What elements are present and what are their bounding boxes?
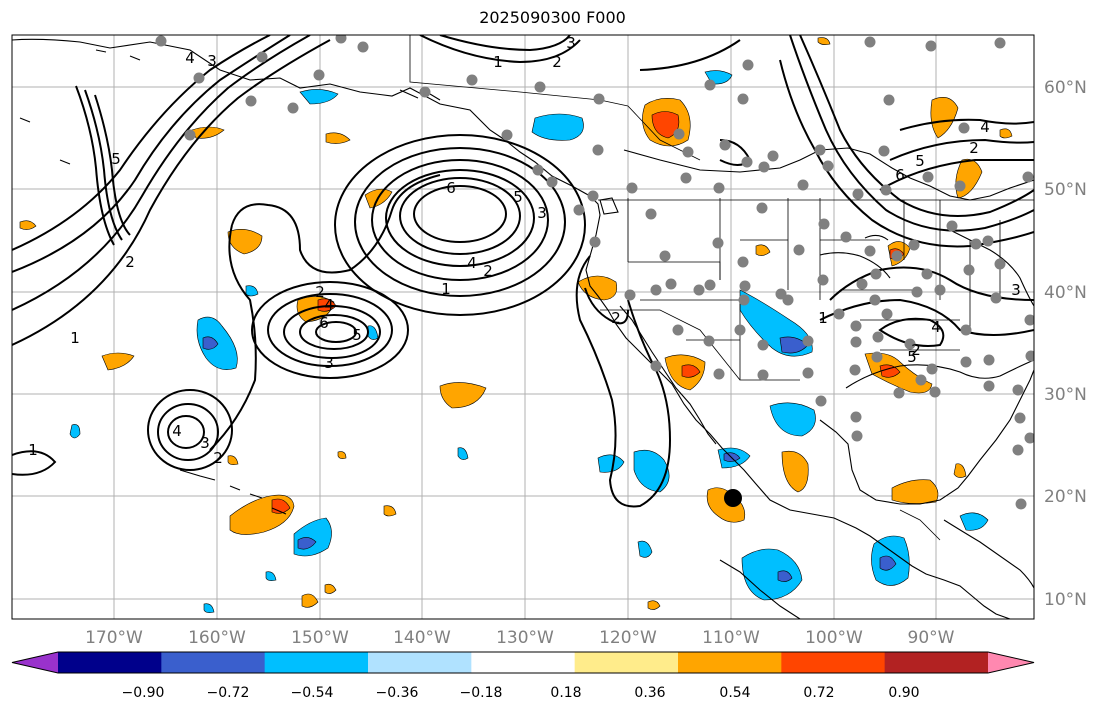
contour-label: 2 bbox=[213, 449, 223, 467]
colorbar-extend-low bbox=[12, 652, 58, 673]
colorbar-tick-label: 0.18 bbox=[550, 685, 581, 701]
longitude-labels: 170°W 160°W 150°W 140°W 130°W 120°W 110°… bbox=[85, 628, 955, 648]
lon-label: 150°W bbox=[291, 628, 349, 648]
contour-label: 3 bbox=[200, 434, 210, 452]
contour-labels: 1 2 3 4 3 5 2 1 6 5 3 4 2 1 2 4 6 5 3 4 … bbox=[28, 34, 1021, 467]
contour-label: 5 bbox=[915, 152, 925, 170]
contour-label: 4 bbox=[185, 49, 195, 67]
contour-label: 1 bbox=[28, 441, 38, 459]
storm-marker-icon bbox=[724, 489, 742, 507]
contour-label: 5 bbox=[111, 150, 121, 168]
contour-label: 5 bbox=[352, 326, 362, 344]
colorbar-tick-label: −0.18 bbox=[460, 685, 503, 701]
lat-label: 60°N bbox=[1044, 78, 1087, 98]
contour-label: 2 bbox=[315, 283, 325, 301]
contour-label: 5 bbox=[907, 348, 917, 366]
colorbar-segment bbox=[368, 652, 472, 673]
map-frame bbox=[11, 34, 1035, 620]
contour-label: 5 bbox=[513, 188, 523, 206]
contour-label: 3 bbox=[324, 354, 334, 372]
lon-label: 100°W bbox=[805, 628, 863, 648]
colorbar-extend-high bbox=[988, 652, 1034, 673]
colorbar-outline bbox=[11, 651, 1035, 674]
contour-label: 2 bbox=[552, 53, 562, 71]
colorbar-segment bbox=[58, 652, 162, 673]
contour-label: 2 bbox=[483, 262, 493, 280]
contour-label: 3 bbox=[537, 204, 547, 222]
colorbar-segment bbox=[678, 652, 782, 673]
contour-label: 2 bbox=[969, 139, 979, 157]
colorbar-segment bbox=[471, 652, 576, 673]
contour-label: 1 bbox=[441, 280, 451, 298]
colorbar-segment bbox=[884, 652, 989, 673]
coastlines bbox=[12, 38, 1034, 619]
contour-label: 4 bbox=[324, 296, 334, 314]
contour-label: 6 bbox=[895, 166, 905, 184]
colorbar-tick-label: 0.90 bbox=[888, 685, 919, 701]
contour-label: 2 bbox=[125, 253, 135, 271]
contour-label: 3 bbox=[1011, 281, 1021, 299]
colorbar-segment bbox=[161, 652, 266, 673]
colorbar-tick-label: −0.54 bbox=[291, 685, 334, 701]
colorbar-labels: −0.90 −0.72 −0.54 −0.36 −0.18 0.18 0.36 … bbox=[122, 685, 920, 701]
map-title: 2025090300 F000 bbox=[479, 8, 626, 27]
lon-label: 120°W bbox=[599, 628, 657, 648]
colorbar-tick-label: 0.36 bbox=[634, 685, 665, 701]
station-dots bbox=[155, 35, 1034, 510]
contour-label: 1 bbox=[818, 309, 828, 327]
contour-label: 3 bbox=[566, 34, 576, 52]
contour-label: 2 bbox=[911, 341, 921, 359]
contour-lines bbox=[12, 35, 1034, 508]
colorbar-tick-label: 0.54 bbox=[719, 685, 750, 701]
lat-label: 50°N bbox=[1044, 180, 1087, 200]
lon-label: 140°W bbox=[393, 628, 451, 648]
contour-label: 4 bbox=[172, 422, 182, 440]
map-background bbox=[12, 35, 1034, 619]
contour-label: 6 bbox=[319, 314, 329, 332]
lon-label: 170°W bbox=[85, 628, 143, 648]
contour-label: 4 bbox=[467, 254, 477, 272]
contour-label: 1 bbox=[493, 53, 503, 71]
contour-label: 1 bbox=[70, 329, 80, 347]
lat-label: 20°N bbox=[1044, 487, 1087, 507]
lon-label: 130°W bbox=[496, 628, 554, 648]
contour-label: 2 bbox=[611, 309, 621, 327]
lon-label: 160°W bbox=[188, 628, 246, 648]
colorbar-tick-label: −0.72 bbox=[207, 685, 250, 701]
colorbar-segment bbox=[574, 652, 679, 673]
contour-label: 4 bbox=[980, 118, 990, 136]
lon-label: 110°W bbox=[702, 628, 760, 648]
contour-label: 6 bbox=[446, 179, 456, 197]
lat-label: 40°N bbox=[1044, 283, 1087, 303]
colorbar-tick-label: 0.72 bbox=[803, 685, 834, 701]
lat-label: 30°N bbox=[1044, 385, 1087, 405]
contour-label: 3 bbox=[207, 52, 217, 70]
contour-label: 4 bbox=[931, 318, 941, 336]
lon-label: 90°W bbox=[908, 628, 955, 648]
lat-label: 10°N bbox=[1044, 590, 1087, 610]
colorbar-segment bbox=[264, 652, 369, 673]
colorbar-tick-label: −0.90 bbox=[122, 685, 165, 701]
colorbar bbox=[11, 651, 1035, 674]
colorbar-tick-label: −0.36 bbox=[376, 685, 419, 701]
latitude-labels: 60°N 50°N 40°N 30°N 20°N 10°N bbox=[1044, 78, 1087, 610]
colorbar-segment bbox=[781, 652, 886, 673]
